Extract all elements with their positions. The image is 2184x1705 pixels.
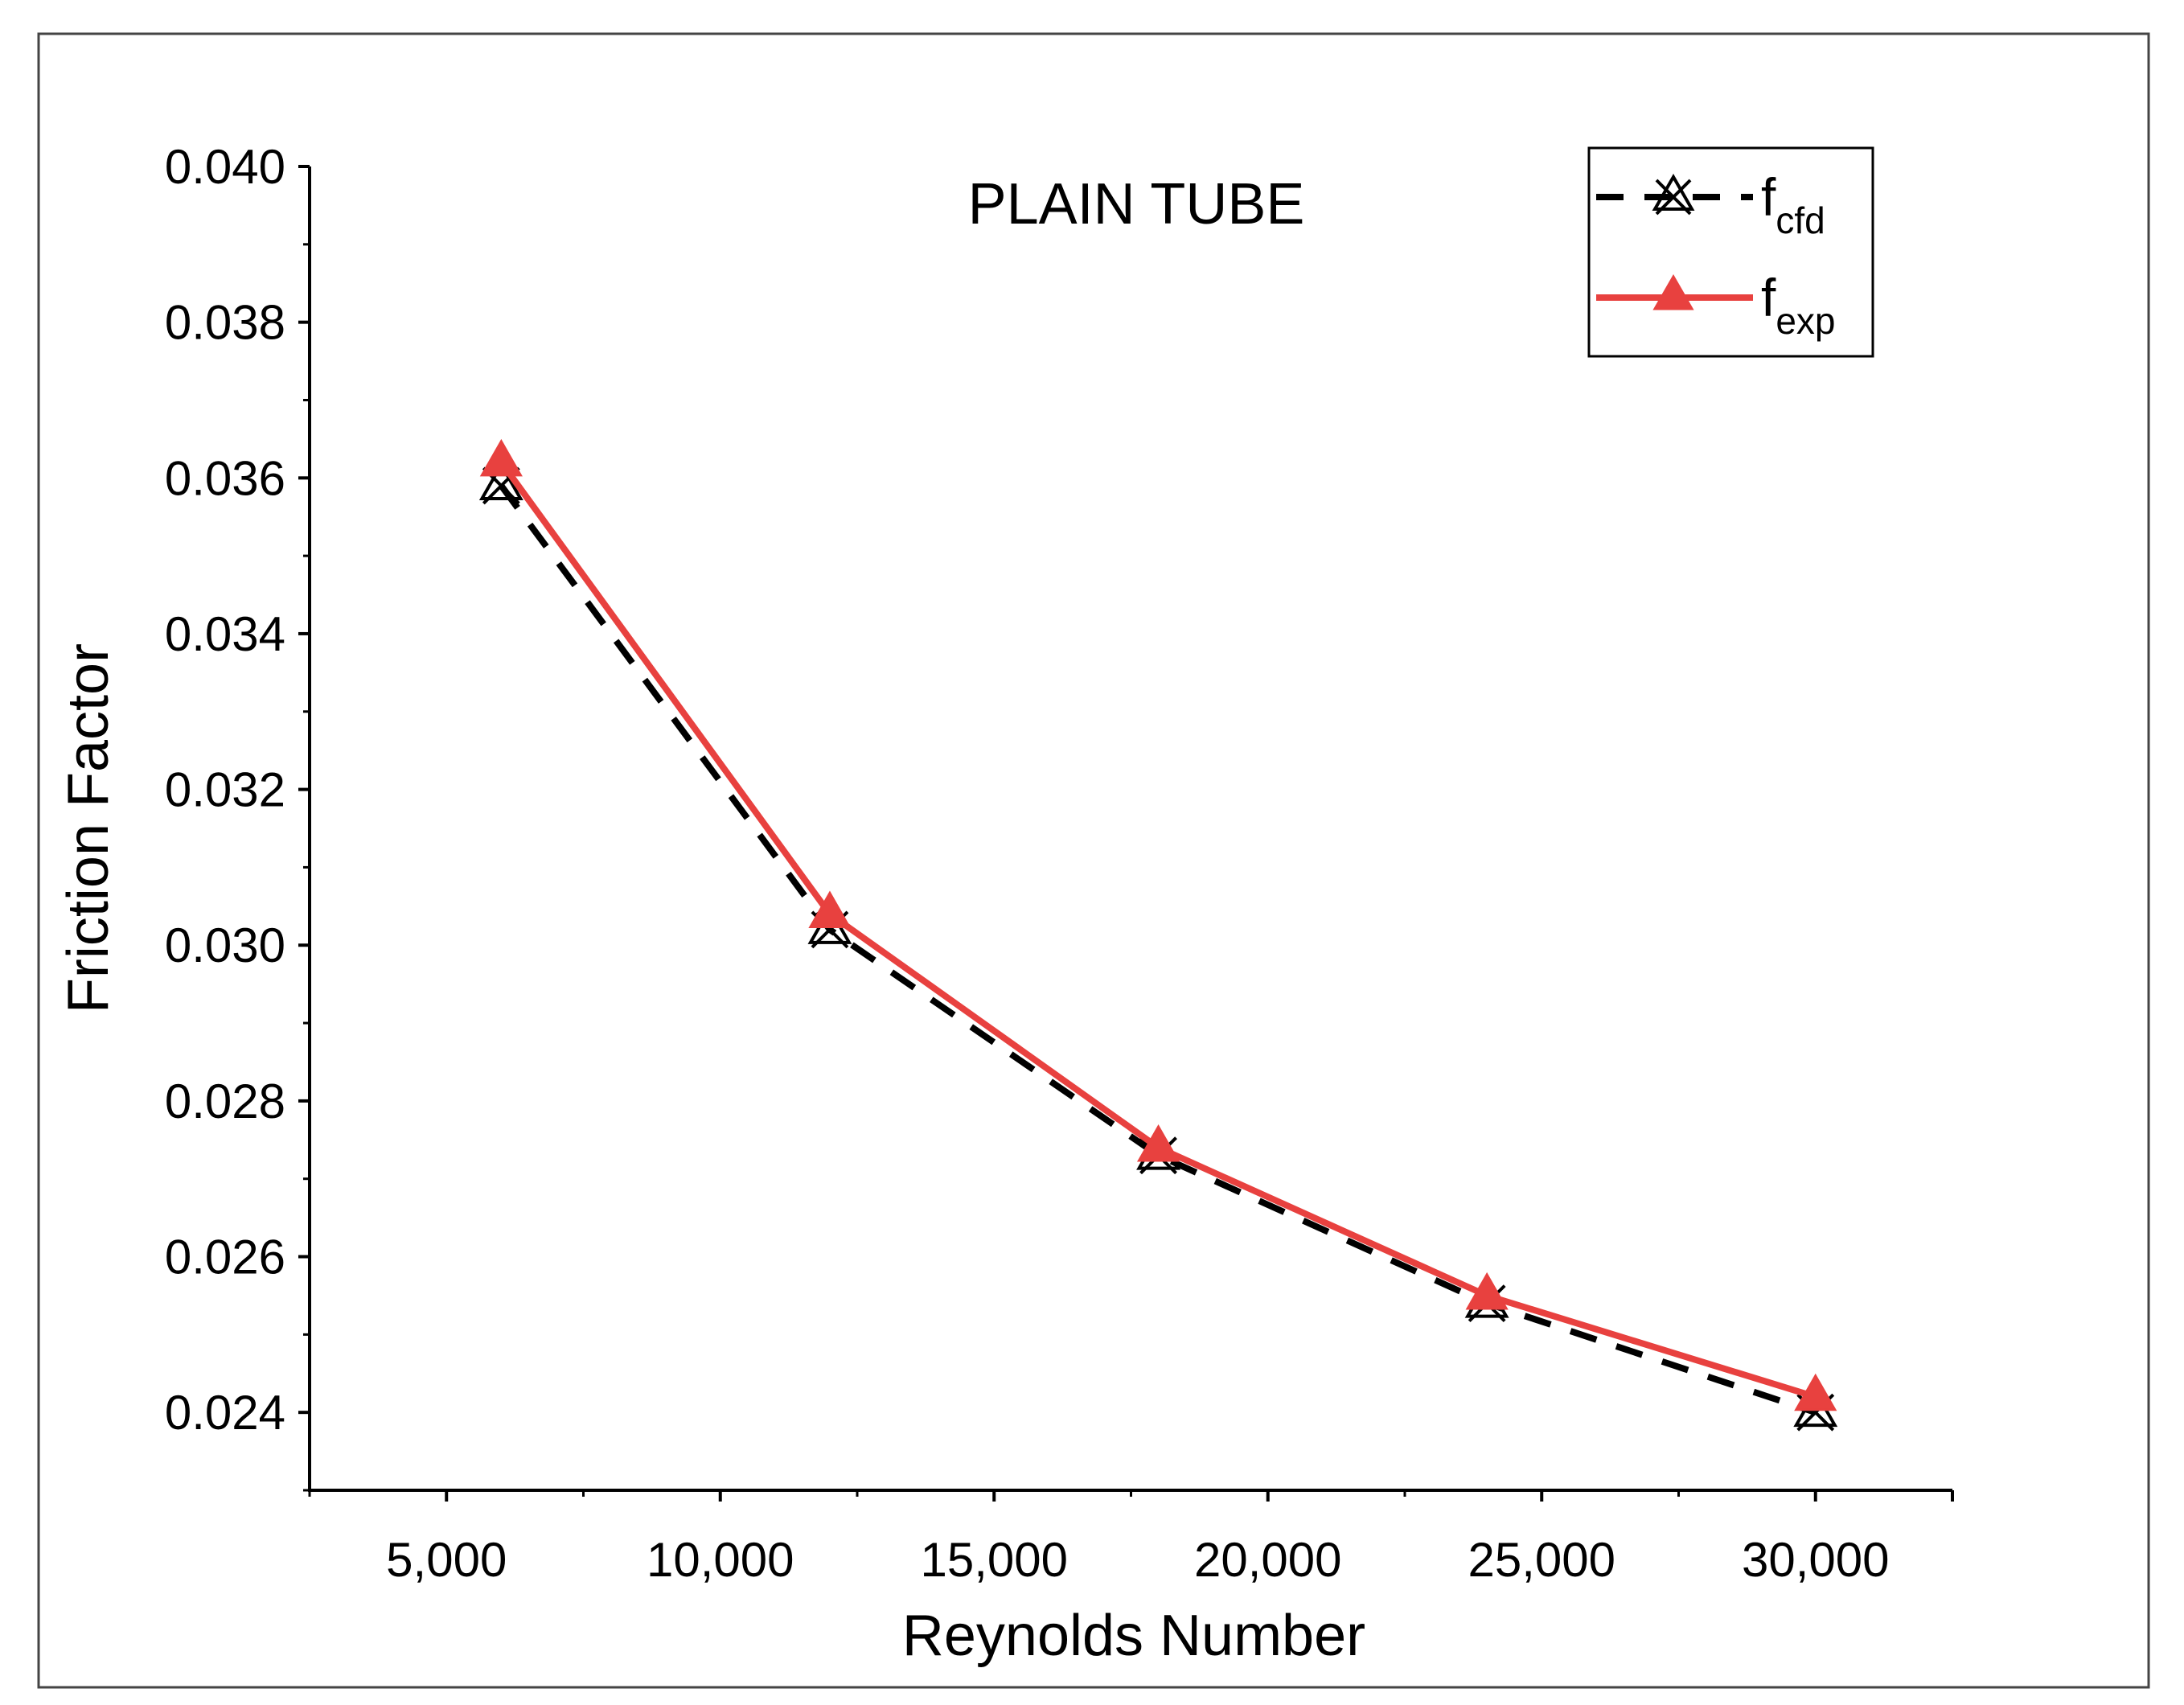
y-tick-label: 0.030 [165,918,285,972]
legend: fcfd fexp [1587,146,1874,358]
y-tick-label: 0.034 [165,607,285,661]
x-axis-ticks: 5,000 10,000 15,000 20,000 25,000 30,000 [308,1490,1954,1587]
legend-label-cfd-main: f [1761,167,1776,227]
legend-label-exp-main: f [1761,268,1776,327]
chart-title: PLAIN TUBE [968,172,1305,236]
y-axis-ticks: 0.024 0.026 0.028 0.030 0.032 0.034 0.036 0.038… [165,140,310,1492]
y-tick-label: 0.038 [165,296,285,350]
x-axis-title: Reynolds Number [902,1604,1365,1668]
x-tick-label: 30,000 [1742,1533,1890,1587]
y-tick-label: 0.032 [165,763,285,817]
y-tick-label: 0.028 [165,1074,285,1128]
x-tick-label: 5,000 [386,1533,507,1587]
legend-label-cfd-subscript: cfd [1776,199,1825,241]
data-point-exp [1465,1272,1509,1310]
data-point-exp [479,438,523,477]
series-layer [478,438,1838,1432]
x-tick-label: 20,000 [1194,1533,1342,1587]
y-tick-label: 0.026 [165,1230,285,1284]
y-tick-label: 0.040 [165,140,285,194]
y-axis-title: Friction Factor [56,643,121,1013]
legend-label-cfd: fcfd [1761,167,1825,241]
x-tick-label: 10,000 [647,1533,794,1587]
x-tick-label: 25,000 [1468,1533,1615,1587]
y-tick-label: 0.036 [165,451,285,505]
x-tick-label: 15,000 [920,1533,1068,1587]
legend-label-exp-subscript: exp [1776,300,1835,342]
y-tick-label: 0.024 [165,1386,285,1440]
legend-swatch-marker-exp [1652,273,1694,310]
legend-swatch-marker-cfd [1652,173,1695,216]
data-point-exp [808,890,852,929]
legend-box [1587,146,1874,358]
legend-label-exp: fexp [1761,268,1836,342]
data-point-exp [1794,1373,1837,1411]
data-point-exp [1136,1124,1180,1162]
